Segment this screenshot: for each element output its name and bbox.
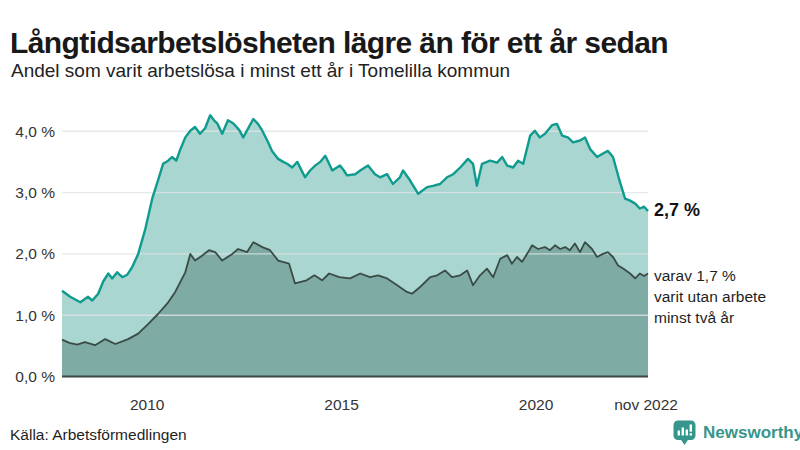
end-label-two-year-line1: varav 1,7 %: [654, 265, 766, 286]
x-tick-label: nov 2022: [614, 396, 678, 413]
y-tick-label: 0,0 %: [15, 368, 55, 385]
source-attribution: Källa: Arbetsförmedlingen: [10, 426, 187, 444]
end-label-two-year: varav 1,7 % varit utan arbete minst två …: [654, 265, 766, 328]
unemployment-area-chart: 0,0 % 1,0 % 2,0 % 3,0 % 4,0 % 2010 2015 2020 nov…: [0, 0, 800, 450]
brand-name: Newsworthy: [703, 423, 800, 443]
y-tick-label: 1,0 %: [15, 307, 55, 324]
y-tick-label: 3,0 %: [15, 184, 55, 201]
x-tick-label: 2010: [130, 396, 165, 413]
x-tick-label: 2020: [519, 396, 554, 413]
end-label-total: 2,7 %: [654, 200, 700, 221]
y-tick-label: 2,0 %: [15, 245, 55, 262]
newsworthy-brand: Newsworthy: [673, 420, 800, 446]
x-tick-label: 2015: [324, 396, 358, 413]
end-label-two-year-line3: minst två år: [654, 307, 766, 328]
end-label-two-year-line2: varit utan arbete: [654, 286, 766, 307]
y-tick-label: 4,0 %: [15, 123, 55, 140]
newsworthy-logo-icon: [673, 420, 697, 446]
